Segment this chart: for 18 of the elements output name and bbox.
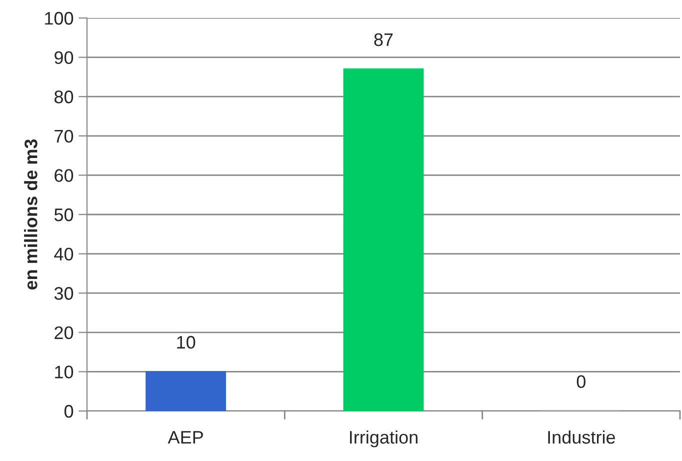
y-tick-label: 20 — [54, 326, 74, 340]
y-tick-label: 60 — [54, 169, 74, 182]
x-tick-label: Irrigation — [350, 430, 418, 448]
x-tick-label: AEP — [168, 431, 203, 444]
y-tick-label: 90 — [54, 51, 74, 64]
data-label: 87 — [374, 33, 393, 46]
y-axis-title: en millions de m3 — [24, 139, 38, 290]
y-tick-label: 40 — [54, 248, 74, 261]
y-tick-label: 50 — [54, 208, 74, 222]
x-tick-label: Industrie — [548, 430, 615, 444]
y-tick-label: 30 — [54, 287, 74, 300]
data-label: 10 — [177, 336, 196, 349]
y-tick-label: 0 — [64, 404, 74, 418]
data-label: 0 — [576, 375, 586, 388]
y-tick-label: 70 — [54, 130, 74, 143]
y-tick-label: 80 — [54, 90, 74, 104]
y-tick-label: 100 — [45, 12, 74, 25]
y-tick-label: 10 — [55, 366, 74, 378]
